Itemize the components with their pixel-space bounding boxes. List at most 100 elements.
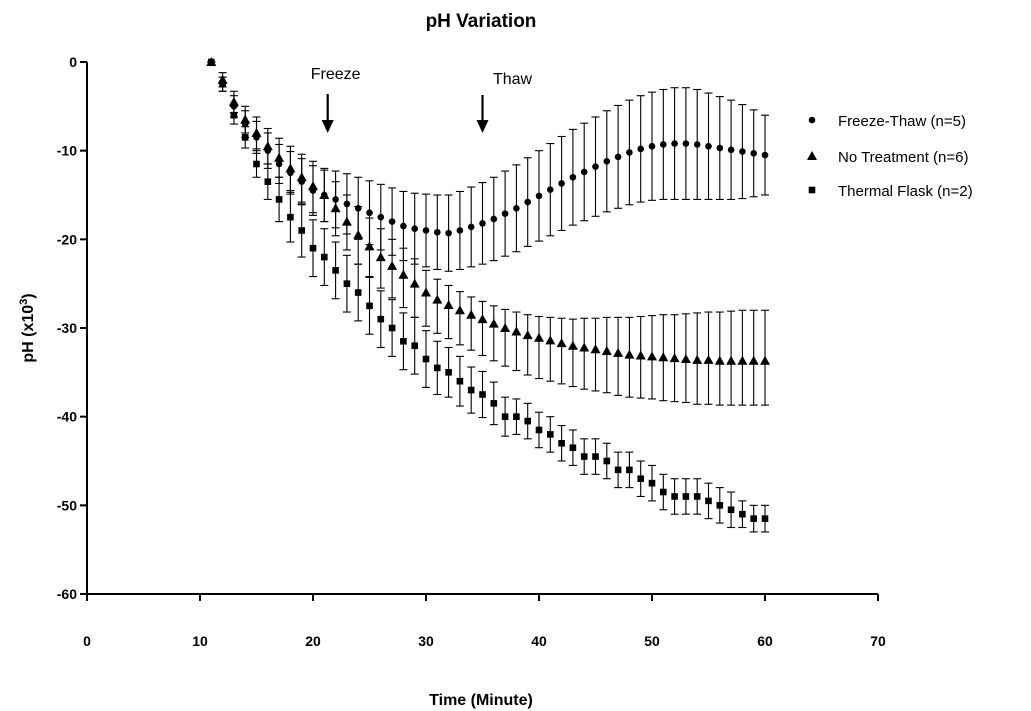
data-point-no-treatment — [466, 309, 477, 319]
x-tick-label: 70 — [870, 633, 886, 649]
annotation-arrow-head — [476, 120, 489, 133]
data-point-thermal-flask — [298, 227, 305, 234]
data-point-thermal-flask — [739, 510, 746, 518]
annotation-label: Thaw — [493, 71, 533, 88]
data-point-freeze-thaw — [693, 141, 701, 148]
data-point-no-treatment — [590, 344, 601, 354]
data-point-no-treatment — [692, 354, 703, 364]
data-point-no-treatment — [409, 278, 420, 288]
annotations: Freeze Thaw — [311, 66, 533, 133]
data-point-thermal-flask — [524, 417, 531, 425]
y-tick-label: -20 — [57, 231, 77, 247]
data-point-freeze-thaw — [648, 142, 656, 150]
data-point-thermal-flask — [603, 457, 611, 465]
data-point-thermal-flask — [705, 497, 712, 505]
data-point-thermal-flask — [366, 302, 373, 310]
data-point-no-treatment — [240, 114, 251, 124]
data-point-freeze-thaw — [467, 223, 475, 231]
y-axis-label-close: ) — [20, 293, 37, 298]
data-point-no-treatment — [624, 349, 635, 359]
y-axis-label-superscript: 3 — [18, 299, 30, 305]
data-point-thermal-flask — [321, 253, 328, 261]
data-point-thermal-flask — [490, 400, 498, 407]
data-point-no-treatment — [680, 354, 691, 364]
data-point-freeze-thaw — [230, 103, 238, 110]
data-point-freeze-thaw — [377, 213, 385, 221]
y-tick-label: -30 — [57, 320, 77, 336]
data-point-freeze-thaw — [343, 200, 351, 208]
data-point-no-treatment — [567, 340, 578, 350]
data-point-thermal-flask — [275, 196, 283, 203]
data-point-freeze-thaw — [569, 173, 577, 181]
data-point-thermal-flask — [287, 213, 294, 221]
data-point-no-treatment — [669, 353, 680, 363]
legend-no-treatment-label: No Treatment (n=6) — [838, 149, 968, 166]
data-point-freeze-thaw — [253, 134, 260, 141]
data-point-freeze-thaw — [287, 169, 294, 177]
data-point-freeze-thaw — [513, 205, 520, 212]
data-point-thermal-flask — [230, 111, 238, 119]
y-axis-label: pH (x103) — [18, 293, 37, 362]
data-point-thermal-flask — [309, 244, 317, 252]
data-point-freeze-thaw — [400, 222, 407, 230]
data-point-no-treatment — [579, 342, 590, 352]
data-point-thermal-flask — [377, 315, 385, 323]
data-point-thermal-flask — [467, 386, 475, 394]
data-point-freeze-thaw — [456, 227, 464, 234]
legend-thermal-flask-marker — [808, 186, 816, 194]
x-tick-label: 20 — [305, 633, 321, 649]
x-tick-label: 0 — [83, 633, 91, 649]
data-point-freeze-thaw — [592, 163, 599, 170]
legend-no-treatment-marker — [807, 151, 817, 160]
data-point-freeze-thaw — [388, 218, 396, 225]
data-point-no-treatment — [251, 127, 262, 137]
data-point-freeze-thaw — [422, 227, 430, 234]
data-point-thermal-flask — [569, 444, 577, 451]
data-point-no-treatment — [726, 355, 737, 365]
legend-thermal-flask-label: Thermal Flask (n=2) — [838, 183, 973, 200]
data-point-thermal-flask — [253, 160, 260, 168]
data-point-freeze-thaw — [558, 180, 565, 187]
data-point-no-treatment — [296, 172, 307, 182]
data-point-thermal-flask — [264, 178, 272, 185]
data-point-freeze-thaw — [580, 168, 588, 176]
data-point-no-treatment — [285, 163, 296, 173]
data-point-thermal-flask — [445, 369, 452, 376]
data-point-no-treatment — [748, 355, 759, 365]
data-point-no-treatment — [488, 318, 499, 328]
data-point-freeze-thaw — [637, 145, 644, 153]
data-point-freeze-thaw — [739, 148, 746, 155]
x-axis-label: Time (Minute) — [429, 692, 533, 709]
data-point-no-treatment — [522, 330, 533, 340]
data-point-thermal-flask — [411, 342, 418, 350]
axes: 0 -10 -20 -30 -40 -50 -60 0 10 20 30 40 50 60 70 — [57, 54, 886, 649]
data-point-thermal-flask — [456, 377, 464, 385]
data-point-no-treatment — [545, 335, 556, 345]
data-point-no-treatment — [308, 181, 318, 191]
data-point-thermal-flask — [434, 364, 441, 372]
data-point-freeze-thaw — [264, 147, 272, 154]
data-point-freeze-thaw — [219, 80, 226, 88]
annotation-label: Freeze — [311, 66, 361, 83]
legend: Freeze-Thaw (n=5) No Treatment (n=6) Therm… — [807, 113, 973, 200]
data-point-thermal-flask — [614, 466, 622, 474]
data-point-freeze-thaw — [208, 58, 215, 66]
data-point-no-treatment — [601, 346, 612, 356]
data-point-thermal-flask — [535, 426, 543, 434]
data-point-freeze-thaw — [614, 153, 622, 161]
data-point-thermal-flask — [400, 338, 407, 345]
data-point-freeze-thaw — [547, 186, 554, 193]
data-point-no-treatment — [274, 152, 285, 162]
data-point-thermal-flask — [479, 391, 486, 398]
data-point-no-treatment — [375, 252, 386, 262]
data-point-freeze-thaw — [524, 198, 531, 206]
data-point-freeze-thaw — [411, 225, 419, 232]
y-tick-label: -40 — [57, 409, 77, 425]
annotation-arrow-head — [321, 120, 334, 133]
x-tick-label: 40 — [531, 633, 547, 649]
data-point-freeze-thaw — [716, 144, 724, 152]
data-point-no-treatment — [647, 351, 657, 361]
data-point-no-treatment — [737, 355, 748, 365]
data-point-no-treatment — [613, 347, 624, 357]
